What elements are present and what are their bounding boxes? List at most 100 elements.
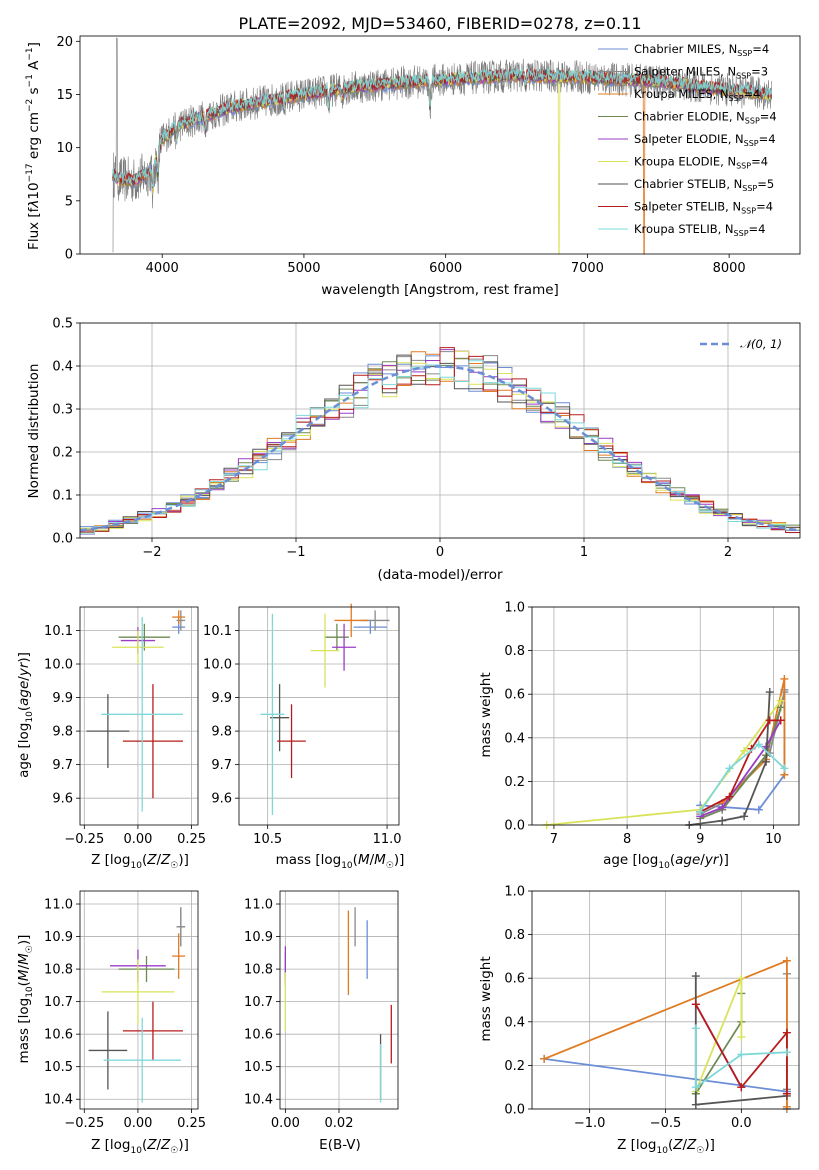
y-tick-label: 0.0 (504, 819, 525, 834)
plot-content (79, 347, 801, 535)
y-tick-label: 10.4 (244, 1093, 273, 1108)
residual-histogram-panel: −2 −1 0 1 2 0.0 0.1 0.2 0.3 0.4 0.5 (data-model)/e… (26, 317, 801, 583)
y-tick-label: 10.8 (44, 963, 73, 978)
legend-entry: Salpeter ELODIE, NSSP=4 (634, 132, 776, 148)
mass-weight-marker (718, 816, 727, 825)
mass-vs-Z-panel: −0.25 0.00 0.25 10.4 10.5 10.6 10.7 10.8 10.9 11.… (16, 890, 206, 1156)
y-tick-label: 0.4 (52, 360, 73, 375)
x-tick-label: 0.02 (325, 1116, 354, 1131)
x-tick-label: 0.25 (177, 1116, 206, 1131)
x-tick-label: 9 (696, 832, 704, 847)
histogram-legend: 𝒩(0, 1) (700, 337, 782, 351)
x-tick-label: 10.5 (253, 832, 282, 847)
x-tick-label: 7000 (571, 261, 604, 276)
y-tick-label: 0.5 (52, 317, 73, 332)
plot-content (284, 907, 392, 1103)
axes-frame (79, 890, 199, 1110)
mass-weight-marker (776, 716, 785, 725)
y-tick-label: 10.4 (44, 1093, 73, 1108)
mass-weight-marker (696, 807, 705, 816)
errorbar-point (101, 617, 183, 812)
y-tick-label: 10.7 (244, 995, 273, 1010)
x-tick-label: 0.00 (123, 1116, 152, 1131)
errorbar-point (332, 623, 357, 671)
mass-weight-marker (691, 1100, 700, 1109)
mass-weight-marker (762, 757, 771, 766)
errorbar-point (118, 956, 175, 983)
model-spectrum-line (112, 67, 772, 188)
y-axis-label: age [log10(age/yr)] (16, 652, 35, 778)
errorbar-point (122, 684, 183, 799)
x-axis-label: Z [log10(Z/Z☉)] (91, 852, 189, 871)
y-tick-label: 1.0 (504, 885, 525, 900)
y-tick-label: 9.9 (52, 691, 73, 706)
y-tick-label: 0.8 (504, 644, 525, 659)
mass-weight-line (694, 1028, 787, 1089)
mass-weight-marker (782, 1089, 791, 1098)
errorbar-point (118, 623, 171, 651)
x-tick-label: 11.0 (373, 832, 402, 847)
mass-weight-vs-Z-plot-area: −1.0 −0.5 0.0 0.0 0.2 0.4 0.6 0.8 1.0 (504, 885, 800, 1131)
mass-weight-marker (691, 1083, 700, 1092)
y-tick-label: 11.0 (244, 898, 273, 913)
y-tick-label: 0.2 (504, 1059, 525, 1074)
y-axis-label: Normed distribution (26, 364, 42, 499)
y-tick-label: 9.7 (52, 758, 73, 773)
y-tick-label: 9.6 (52, 792, 73, 807)
errorbar-point (172, 610, 186, 624)
y-tick-label: 5 (65, 194, 73, 209)
y-tick-label: 0 (65, 248, 73, 263)
y-axis-label: mass weight (478, 672, 494, 757)
y-tick-label: 10.6 (44, 1028, 73, 1043)
x-tick-label: −1 (286, 545, 305, 560)
errorbar-point (86, 694, 130, 768)
y-axis-label: mass weight (478, 956, 494, 1041)
mass-weight-vs-age-plot-area: 7 8 9 10 0.0 0.2 0.4 0.6 0.8 1.0 (504, 601, 800, 847)
y-tick-label: 10.6 (244, 1028, 273, 1043)
age-vs-Z-plot-area: −0.25 0.00 0.25 9.6 9.7 9.8 9.9 10.0 10.1 (44, 606, 206, 847)
y-tick-label: 10.9 (44, 930, 73, 945)
spectrum-plot-area: 4000 5000 6000 7000 8000 0 5 10 15 20 (56, 35, 801, 276)
mass-weight-marker (740, 812, 749, 821)
x-tick-label: −0.5 (650, 1116, 682, 1131)
mass-weight-marker (737, 1083, 746, 1092)
mass-weight-marker (540, 1054, 549, 1063)
mass-vs-EBV-plot-area: 0.00 0.02 10.4 10.5 10.6 10.7 10.8 10.9 11.0 (244, 890, 399, 1131)
x-tick-label: 0 (436, 545, 444, 560)
x-axis-label: mass [log10(M/M☉)] (276, 852, 405, 871)
y-tick-label: 0.2 (52, 446, 73, 461)
mass-weight-marker (725, 792, 734, 801)
y-tick-label: 9.7 (211, 758, 232, 773)
x-tick-label: −1.0 (574, 1116, 606, 1131)
histogram-plot-area: −2 −1 0 1 2 0.0 0.1 0.2 0.3 0.4 0.5 (52, 317, 801, 560)
y-tick-label: 10.9 (244, 930, 273, 945)
mass-weight-marker (782, 1102, 791, 1111)
y-tick-label: 0.1 (52, 489, 73, 504)
errorbar-point (324, 623, 349, 651)
mass-weight-marker (782, 1048, 791, 1057)
x-axis-label: wavelength [Angstrom, rest frame] (321, 282, 559, 298)
errorbar-point (277, 704, 306, 779)
plot-content (540, 956, 791, 1113)
y-tick-label: 0.4 (504, 1015, 525, 1030)
mass-weight-marker (725, 764, 734, 773)
errorbar-point (112, 630, 164, 665)
plot-content (88, 907, 186, 1103)
histogram-step (80, 360, 800, 535)
mass-weight-vs-age-panel: 7 8 9 10 0.0 0.2 0.4 0.6 0.8 1.0 age [log10(age/y… (478, 601, 800, 871)
errorbar-point (101, 959, 175, 1025)
y-tick-label: 10.1 (44, 624, 73, 639)
y-tick-label: 10.8 (244, 963, 273, 978)
x-tick-label: 6000 (429, 261, 462, 276)
x-tick-label: 0.25 (177, 832, 206, 847)
errorbar-point (260, 613, 285, 815)
x-axis-label: Z [log10(Z/Z☉)] (617, 1137, 715, 1156)
legend-entry: Chabrier MILES, NSSP=4 (634, 42, 769, 58)
errorbar-point (103, 1017, 181, 1103)
y-tick-label: 10.7 (44, 995, 73, 1010)
mass-weight-line (699, 707, 782, 820)
x-tick-label: 2 (724, 545, 732, 560)
mass-weight-marker (782, 956, 791, 965)
legend: Chabrier MILES, NSSP=4 Salpeter MILES, NS… (598, 42, 777, 238)
